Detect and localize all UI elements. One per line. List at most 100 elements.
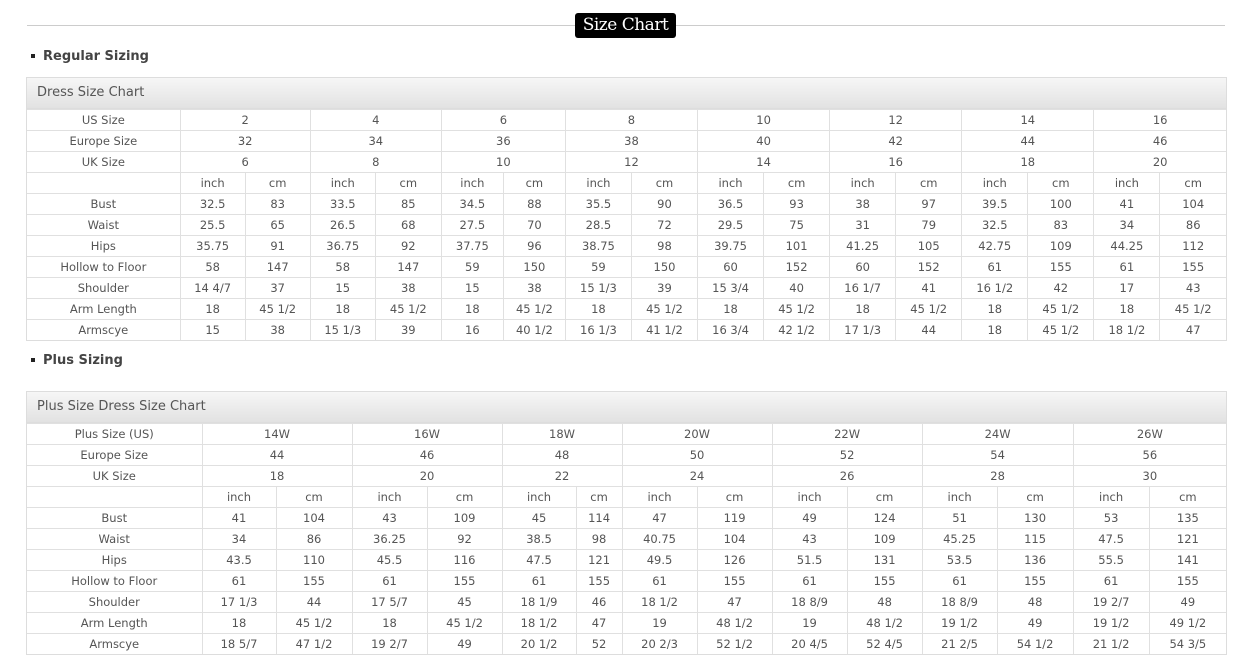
measurement-cell: 20 2/3 (621, 633, 698, 654)
measurement-cell: 51.5 (771, 549, 848, 571)
measurement-cell: 31 (829, 214, 897, 236)
size-cell: 44 (961, 130, 1095, 152)
measurement-cell: 49 1/2 (1148, 612, 1227, 634)
size-cell: 18 (961, 151, 1095, 173)
measurement-cell: 43 (1159, 277, 1226, 299)
measurement-cell: 88 (502, 193, 566, 215)
measurement-cell: 38 (829, 193, 897, 215)
measurement-cell: 100 (1027, 193, 1095, 215)
size-cell: 24 (621, 465, 773, 487)
measurement-cell: 45 1/2 (763, 298, 831, 320)
measurement-cell: 155 (275, 570, 353, 592)
unit-inch: inch (564, 172, 632, 194)
bullet-icon (31, 53, 35, 58)
measurement-cell: 19 1/2 (1072, 612, 1150, 634)
measurement-cell: 15 (179, 319, 246, 340)
measurement-cell: 45 (426, 591, 503, 613)
size-cell: 52 (771, 444, 923, 466)
size-cell: 22 (501, 465, 623, 487)
measurement-cell: 18 1/9 (501, 591, 577, 613)
measurement-cell: 83 (244, 193, 311, 215)
measurement-cell: 68 (374, 214, 442, 236)
size-cell: 26W (1072, 423, 1227, 445)
measurement-cell: 44.25 (1093, 235, 1161, 257)
size-cell: 12 (564, 151, 699, 173)
measurement-cell: 42 1/2 (763, 319, 831, 340)
measurement-cell: 83 (1027, 214, 1095, 236)
measurement-cell: 61 (621, 570, 698, 592)
measurement-cell: 121 (1148, 528, 1227, 550)
measurement-row: Arm Length 18 45 1/2 18 45 1/2 18 1/2 47 19 48 1… (27, 612, 1227, 634)
measurement-cell: 19 2/7 (351, 633, 428, 654)
unit-inch: inch (201, 486, 277, 508)
measurement-cell: 45 1/2 (630, 298, 699, 320)
measurement-cell: 40 (763, 277, 831, 299)
regular-size-chart: Dress Size Chart US Size 2 4 6 8 10 12 14 16 Euro… (26, 77, 1227, 341)
measurement-cell: 49 (771, 507, 848, 529)
row-label: Hollow to Floor (27, 256, 181, 278)
measurement-cell: 47 (696, 591, 773, 613)
unit-cm: cm (575, 486, 623, 508)
measurement-cell: 119 (696, 507, 773, 529)
measurement-cell: 45.5 (351, 549, 428, 571)
size-row: Europe Size 44 46 48 50 52 54 56 (27, 444, 1227, 466)
size-cell: 20 (1093, 151, 1226, 173)
measurement-cell: 52 (575, 633, 623, 654)
measurement-cell: 34 (1093, 214, 1161, 236)
measurement-cell: 38 (502, 277, 566, 299)
measurement-row: Bust 32.5 83 33.5 85 34.5 88 35.5 90 36.5 93 38 97 39… (27, 193, 1226, 215)
measurement-cell: 43 (351, 507, 428, 529)
measurement-cell: 91 (244, 235, 311, 257)
row-label: Hips (27, 549, 203, 571)
size-cell: 40 (697, 130, 831, 152)
size-cell: 54 (921, 444, 1074, 466)
measurement-cell: 45 1/2 (1027, 298, 1095, 320)
size-cell: 30 (1072, 465, 1227, 487)
measurement-cell: 26.5 (309, 214, 376, 236)
measurement-row: Waist 25.5 65 26.5 68 27.5 70 28.5 72 29.5 75 31 79 3… (27, 214, 1226, 236)
row-label: Waist (27, 214, 181, 236)
row-label: Armscye (27, 633, 203, 654)
measurement-cell: 39.5 (961, 193, 1029, 215)
measurement-cell: 45.25 (921, 528, 998, 550)
row-label: Shoulder (27, 277, 181, 299)
size-cell: 38 (564, 130, 699, 152)
unit-cm: cm (846, 486, 923, 508)
measurement-cell: 54 3/5 (1148, 633, 1227, 654)
measurement-cell: 19 (621, 612, 698, 634)
measurement-cell: 112 (1159, 235, 1226, 257)
measurement-cell: 152 (763, 256, 831, 278)
measurement-cell: 39.75 (697, 235, 765, 257)
measurement-cell: 48 1/2 (696, 612, 773, 634)
measurement-cell: 41.25 (829, 235, 897, 257)
measurement-cell: 104 (696, 528, 773, 550)
measurement-cell: 21 1/2 (1072, 633, 1150, 654)
size-cell: 56 (1072, 444, 1227, 466)
size-cell: 24W (921, 423, 1074, 445)
size-cell: 16 (829, 151, 963, 173)
row-label: Armscye (27, 319, 181, 340)
measurement-cell: 47 1/2 (275, 633, 353, 654)
measurement-cell: 44 (895, 319, 963, 340)
measurement-row: Hips 35.75 91 36.75 92 37.75 96 38.75 98 39.75 101… (27, 235, 1226, 257)
unit-inch: inch (501, 486, 577, 508)
measurement-cell: 17 1/3 (829, 319, 897, 340)
bullet-icon (31, 357, 35, 362)
measurement-cell: 155 (1148, 570, 1227, 592)
measurement-cell: 38.75 (564, 235, 632, 257)
section-plus-sizing: Plus Sizing (31, 353, 123, 368)
measurement-cell: 85 (374, 193, 442, 215)
unit-inch: inch (921, 486, 998, 508)
measurement-cell: 33.5 (309, 193, 376, 215)
measurement-cell: 92 (426, 528, 503, 550)
measurement-cell: 35.5 (564, 193, 632, 215)
size-cell: 20 (351, 465, 503, 487)
measurement-cell: 155 (426, 570, 503, 592)
measurement-cell: 58 (309, 256, 376, 278)
unit-cm: cm (374, 172, 442, 194)
measurement-cell: 47 (575, 612, 623, 634)
plus-size-chart: Plus Size Dress Size Chart Plus Size (US… (26, 391, 1227, 655)
measurement-cell: 16 1/7 (829, 277, 897, 299)
size-row: Europe Size 32 34 36 38 40 42 44 46 (27, 130, 1226, 152)
measurement-cell: 18 1/2 (621, 591, 698, 613)
